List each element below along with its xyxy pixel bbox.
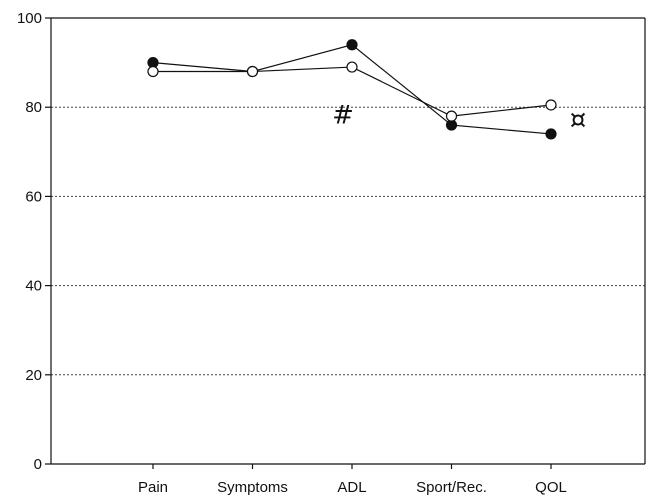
gridlines — [51, 106, 645, 376]
annotations: # ¤ — [332, 101, 586, 135]
axes — [50, 17, 646, 465]
y-tick-label-20: 20 — [25, 367, 42, 384]
annotation-0: # — [332, 101, 354, 131]
annotation-1: ¤ — [570, 105, 587, 135]
x-tick-label-0: Pain — [138, 479, 168, 496]
x-axis-ticks: Pain Symptoms ADL Sport/Rec. QOL — [138, 464, 567, 496]
y-tick-label-100: 100 — [17, 10, 42, 27]
x-tick-label-2: ADL — [337, 479, 366, 496]
series-open-point-1 — [246, 65, 259, 78]
y-axis-ticks: 0 20 40 60 80 100 — [17, 10, 51, 473]
series-filled-point-4 — [545, 128, 557, 140]
series-group — [147, 39, 557, 140]
y-tick-label-40: 40 — [25, 278, 42, 295]
series-open-point-0 — [147, 65, 159, 78]
series-open-point-2 — [346, 61, 358, 73]
y-tick-label-0: 0 — [34, 456, 42, 473]
y-tick-label-60: 60 — [25, 188, 42, 205]
series-open-point-3 — [445, 110, 458, 122]
x-tick-label-1: Symptoms — [217, 479, 288, 496]
x-tick-label-4: QOL — [535, 479, 567, 496]
y-tick-label-80: 80 — [25, 99, 42, 116]
x-tick-label-3: Sport/Rec. — [416, 479, 487, 496]
series-open-point-4 — [545, 99, 557, 111]
series-filled-point-2 — [346, 39, 358, 51]
